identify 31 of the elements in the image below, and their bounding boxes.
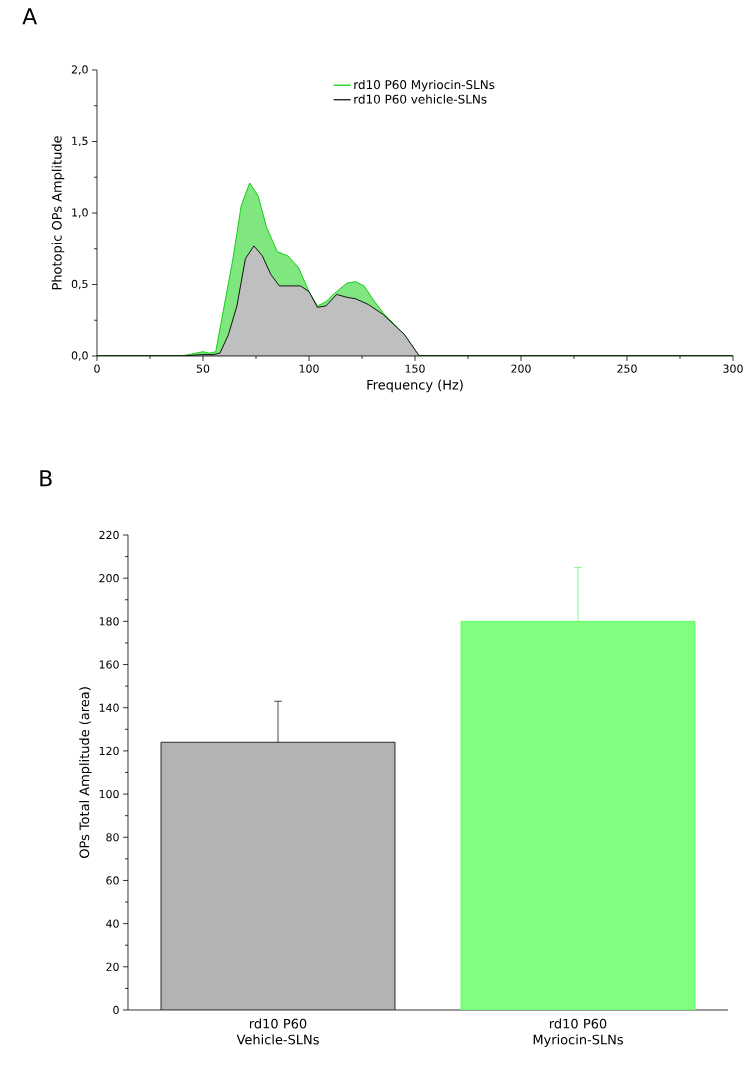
y-tick-label: 180 [99, 617, 119, 626]
y-tick-label: 0,0 [71, 351, 88, 361]
y-tick-label: 140 [99, 703, 119, 712]
y-tick-label: 220 [99, 530, 119, 540]
y-tick-label: 1,5 [72, 136, 88, 147]
y-tick-label: 1,0 [72, 208, 88, 218]
y-tick-label: 2,0 [71, 65, 88, 75]
legend-label: rd10 P60 Myriocin-SLNs [354, 79, 495, 92]
x-tick-label: 250 [617, 364, 637, 373]
y-tick-label: 200 [99, 574, 119, 583]
chart-title: A [22, 8, 38, 25]
x-tick-label: 200 [511, 364, 531, 373]
y-tick-label: 20 [106, 962, 119, 971]
y-axis-title: OPs Total Amplitude (area) [79, 687, 92, 858]
y-tick-label: 40 [106, 919, 119, 928]
y-axis-title: Photopic OPs Amplitude [51, 136, 65, 290]
x-tick-label: 300 [723, 364, 743, 373]
x-tick-label: rd10 P60 Vehicle-SLNs [236, 1018, 319, 1045]
y-tick-label: 160 [99, 660, 119, 669]
y-tick-label: 0 [113, 1005, 119, 1015]
y-tick-label: 100 [99, 789, 119, 799]
y-tick-label: 120 [99, 746, 119, 756]
x-tick-label: 100 [299, 364, 319, 373]
x-tick-label: 50 [196, 364, 210, 373]
y-tick-label: 0,5 [71, 279, 88, 290]
x-tick-label: 150 [405, 364, 425, 373]
y-tick-label: 80 [106, 833, 119, 842]
legend-label: rd10 P60 vehicle-SLNs [354, 94, 487, 104]
y-tick-label: 60 [106, 876, 119, 885]
chart-title: B [40, 470, 52, 487]
x-axis-title: Frequency (Hz) [367, 379, 463, 393]
